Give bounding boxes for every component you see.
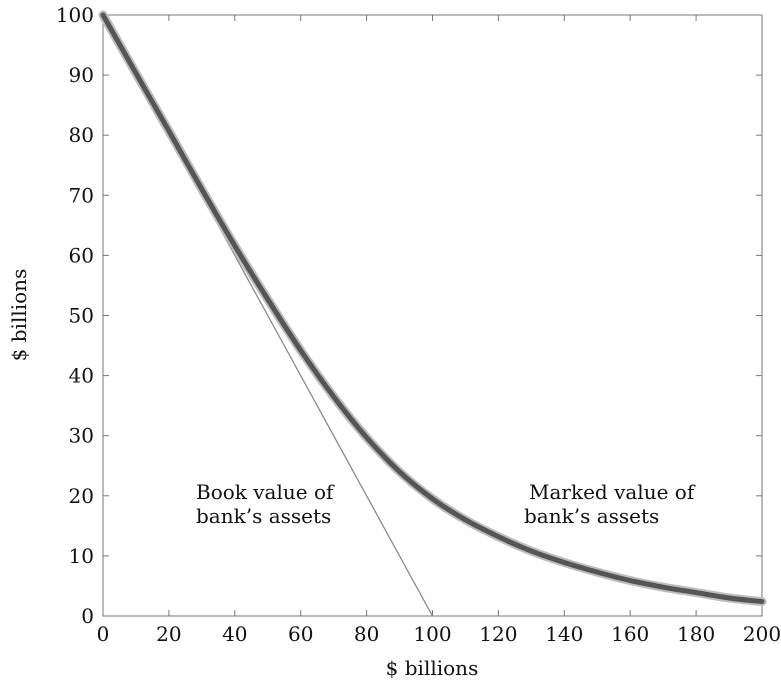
marked-value-line bbox=[100, 12, 765, 605]
x-tick-label: 20 bbox=[156, 622, 181, 646]
y-tick-labels: 0 10 20 30 40 50 60 70 80 90 100 bbox=[56, 3, 94, 628]
x-tick-labels: 0 20 40 60 80 100 120 140 160 180 200 bbox=[97, 622, 781, 646]
y-tick-label: 80 bbox=[69, 123, 94, 147]
y-tick-label: 30 bbox=[69, 424, 94, 448]
y-tick-label: 100 bbox=[56, 3, 94, 27]
ticks bbox=[103, 15, 762, 616]
y-axis-title: $ billions bbox=[7, 269, 31, 362]
series-layer bbox=[98, 10, 767, 617]
y-tick-label: 40 bbox=[69, 364, 94, 388]
x-tick-label: 140 bbox=[545, 622, 583, 646]
book-value-annotation-line-1: Book value of bbox=[196, 480, 335, 504]
x-tick-label: 120 bbox=[479, 622, 517, 646]
x-tick-label: 80 bbox=[354, 622, 379, 646]
x-tick-label: 160 bbox=[611, 622, 649, 646]
book-value-annotation-line-2: bank’s assets bbox=[196, 504, 331, 528]
marked-value-annotation-line-2: bank’s assets bbox=[524, 504, 659, 528]
y-tick-label: 0 bbox=[81, 604, 94, 628]
y-tick-label: 50 bbox=[69, 304, 94, 328]
y-tick-label: 90 bbox=[69, 63, 94, 87]
x-tick-label: 180 bbox=[677, 622, 715, 646]
book-value-annotation: Book value of bank’s assets bbox=[196, 480, 340, 528]
x-tick-label: 0 bbox=[97, 622, 110, 646]
x-axis-title: $ billions bbox=[386, 656, 479, 680]
marked-value-annotation-line-1: Marked value of bbox=[529, 480, 696, 504]
x-tick-label: 60 bbox=[288, 622, 313, 646]
y-tick-label: 70 bbox=[69, 183, 94, 207]
x-tick-label: 200 bbox=[743, 622, 781, 646]
marked-value-annotation: Marked value of bank’s assets bbox=[524, 480, 701, 528]
y-tick-label: 60 bbox=[69, 243, 94, 267]
x-tick-label: 40 bbox=[222, 622, 247, 646]
x-tick-label: 100 bbox=[413, 622, 451, 646]
y-tick-label: 10 bbox=[69, 544, 94, 568]
y-tick-label: 20 bbox=[69, 484, 94, 508]
